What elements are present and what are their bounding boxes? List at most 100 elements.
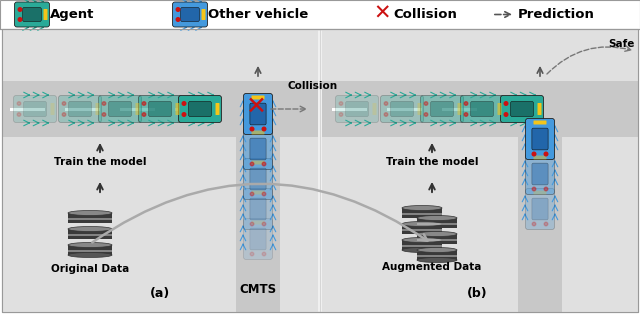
FancyBboxPatch shape <box>390 101 413 116</box>
Ellipse shape <box>402 237 442 242</box>
Circle shape <box>464 102 468 105</box>
Circle shape <box>262 127 266 131</box>
Bar <box>280 137 318 312</box>
Circle shape <box>424 102 428 105</box>
Circle shape <box>384 102 388 105</box>
Text: Augmented Data: Augmented Data <box>382 262 482 272</box>
Text: (b): (b) <box>467 287 487 300</box>
Bar <box>562 137 638 312</box>
Bar <box>322 81 638 137</box>
Ellipse shape <box>417 257 457 263</box>
FancyBboxPatch shape <box>525 118 554 160</box>
Bar <box>68 250 112 252</box>
Bar <box>417 255 457 257</box>
Text: Collision: Collision <box>288 81 338 91</box>
FancyBboxPatch shape <box>189 101 211 116</box>
Bar <box>402 229 442 231</box>
Ellipse shape <box>402 221 442 226</box>
Circle shape <box>262 252 266 256</box>
Bar <box>387 107 422 111</box>
Bar <box>402 208 442 218</box>
Circle shape <box>250 222 254 226</box>
Text: Train the model: Train the model <box>54 157 147 167</box>
Text: Safe: Safe <box>608 39 634 49</box>
Circle shape <box>62 113 66 116</box>
Text: ✕: ✕ <box>373 3 391 24</box>
FancyBboxPatch shape <box>252 95 264 100</box>
Circle shape <box>504 102 508 105</box>
Circle shape <box>504 113 508 116</box>
FancyBboxPatch shape <box>243 128 273 170</box>
Ellipse shape <box>68 210 112 215</box>
FancyBboxPatch shape <box>250 198 266 220</box>
Circle shape <box>250 252 254 256</box>
FancyBboxPatch shape <box>532 198 548 220</box>
FancyBboxPatch shape <box>458 103 461 115</box>
Bar <box>442 107 477 111</box>
Bar <box>68 213 112 223</box>
Bar <box>322 137 518 312</box>
Bar <box>175 107 210 111</box>
Bar <box>65 107 100 111</box>
Circle shape <box>176 8 180 11</box>
FancyBboxPatch shape <box>431 101 453 116</box>
FancyBboxPatch shape <box>461 95 504 122</box>
FancyBboxPatch shape <box>534 191 547 194</box>
FancyBboxPatch shape <box>335 95 378 122</box>
Text: Collision: Collision <box>393 8 457 21</box>
Bar <box>322 29 638 81</box>
Text: Original Data: Original Data <box>51 264 129 274</box>
Bar <box>332 107 367 111</box>
Ellipse shape <box>68 226 112 231</box>
Text: Agent: Agent <box>50 8 94 21</box>
Bar <box>10 107 45 111</box>
Circle shape <box>532 152 536 156</box>
Circle shape <box>532 187 536 191</box>
Circle shape <box>424 113 428 116</box>
Text: Other vehicle: Other vehicle <box>208 8 308 21</box>
FancyBboxPatch shape <box>243 159 273 199</box>
Circle shape <box>18 18 22 21</box>
Text: Train the model: Train the model <box>386 157 478 167</box>
Bar <box>68 218 112 220</box>
Text: (a): (a) <box>150 287 170 300</box>
Bar <box>236 137 280 312</box>
FancyBboxPatch shape <box>532 128 548 150</box>
FancyBboxPatch shape <box>250 228 266 250</box>
Circle shape <box>17 102 20 105</box>
Ellipse shape <box>68 242 112 247</box>
FancyBboxPatch shape <box>175 103 179 115</box>
FancyBboxPatch shape <box>534 155 547 160</box>
FancyBboxPatch shape <box>51 103 54 115</box>
FancyBboxPatch shape <box>179 95 221 122</box>
Ellipse shape <box>417 215 457 220</box>
Ellipse shape <box>417 231 457 236</box>
Bar <box>402 240 442 250</box>
FancyBboxPatch shape <box>15 2 49 27</box>
FancyBboxPatch shape <box>532 163 548 185</box>
Bar <box>402 213 442 215</box>
Circle shape <box>142 113 146 116</box>
FancyBboxPatch shape <box>243 219 273 259</box>
Circle shape <box>532 222 536 226</box>
Bar <box>417 250 457 260</box>
Bar <box>2 137 236 312</box>
Bar <box>120 107 155 111</box>
FancyBboxPatch shape <box>13 95 56 122</box>
Circle shape <box>176 18 180 21</box>
Circle shape <box>102 113 106 116</box>
FancyBboxPatch shape <box>68 101 92 116</box>
FancyBboxPatch shape <box>417 103 422 115</box>
Bar <box>417 234 457 244</box>
Bar <box>402 224 442 234</box>
Circle shape <box>62 102 66 105</box>
Circle shape <box>339 113 343 116</box>
FancyBboxPatch shape <box>511 101 533 116</box>
Circle shape <box>464 113 468 116</box>
FancyBboxPatch shape <box>534 121 547 124</box>
Circle shape <box>544 187 548 191</box>
FancyBboxPatch shape <box>252 191 264 194</box>
FancyBboxPatch shape <box>250 168 266 190</box>
Circle shape <box>182 113 186 116</box>
Circle shape <box>262 192 266 196</box>
